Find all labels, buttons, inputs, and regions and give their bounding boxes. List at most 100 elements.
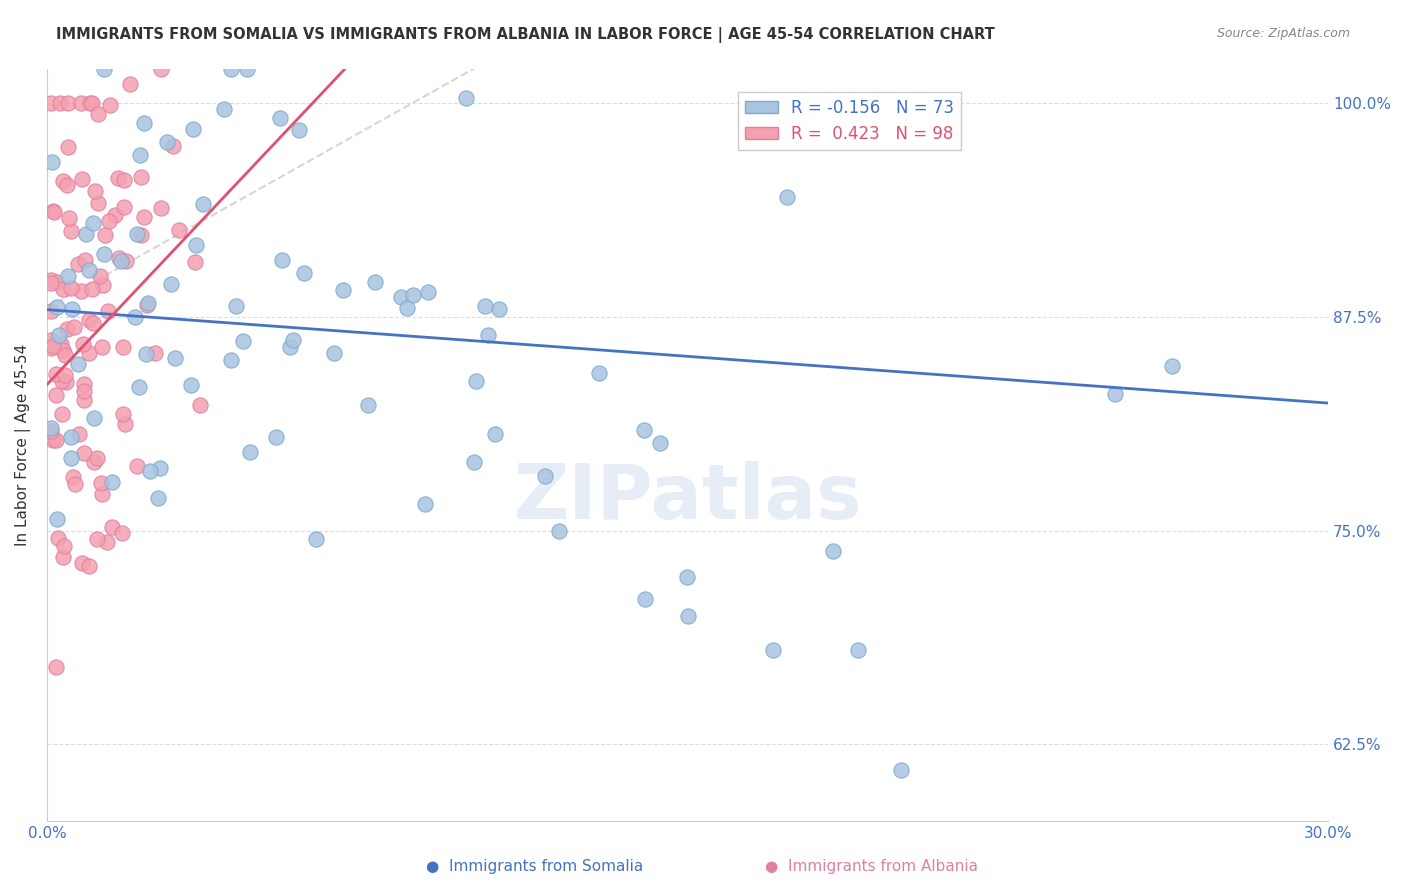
Point [101, 520, 124, 534]
Point [49, 337, 72, 351]
Point [156, 135, 179, 149]
Point [84, 184, 107, 198]
Point [55, 178, 77, 192]
Point [45, 388, 67, 402]
Point [323, 346, 346, 360]
Point [45, 660, 67, 674]
Point [146, 491, 169, 505]
Point [72, 393, 94, 408]
Point [97, 304, 120, 318]
Point [73, 376, 96, 391]
Point [41, 333, 63, 347]
Point [39, 303, 62, 318]
Point [82, 316, 104, 330]
Point [474, 299, 496, 313]
Point [548, 524, 571, 538]
Point [42, 203, 65, 218]
Point [46, 511, 69, 525]
Point [45, 367, 67, 381]
Point [108, 251, 131, 265]
Point [1161, 359, 1184, 373]
Point [132, 116, 155, 130]
Point [357, 398, 380, 412]
Point [120, 77, 142, 91]
Point [169, 223, 191, 237]
Point [89, 268, 111, 283]
Point [53, 348, 76, 362]
Point [129, 148, 152, 162]
Point [776, 190, 799, 204]
Point [87, 196, 110, 211]
Point [129, 227, 152, 242]
Point [149, 62, 172, 76]
Point [83, 411, 105, 425]
Point [42, 433, 65, 447]
Point [80, 282, 103, 296]
Point [77, 559, 100, 574]
Point [60, 224, 83, 238]
Point [39, 95, 62, 110]
Point [39, 273, 62, 287]
Point [46, 300, 69, 314]
Point [58, 95, 80, 110]
Point [67, 257, 90, 271]
Point [264, 430, 287, 444]
Y-axis label: In Labor Force | Age 45-54: In Labor Force | Age 45-54 [15, 343, 31, 546]
Point [181, 121, 204, 136]
Point [465, 374, 488, 388]
Point [70, 556, 93, 570]
Text: ●  Immigrants from Albania: ● Immigrants from Albania [765, 859, 979, 874]
Point [413, 497, 436, 511]
Point [60, 280, 83, 294]
Point [65, 477, 87, 491]
Point [98, 214, 121, 228]
Point [114, 417, 136, 432]
Point [67, 426, 90, 441]
Point [66, 357, 89, 371]
Point [86, 451, 108, 466]
Point [288, 123, 311, 137]
Point [149, 202, 172, 216]
Point [48, 327, 70, 342]
Point [70, 95, 93, 110]
Point [477, 328, 499, 343]
Point [77, 346, 100, 360]
Point [180, 378, 202, 392]
Point [52, 282, 75, 296]
Point [39, 277, 62, 291]
Point [484, 426, 506, 441]
Point [134, 346, 156, 360]
Point [52, 343, 75, 357]
Point [232, 334, 254, 348]
Point [239, 445, 262, 459]
Point [104, 208, 127, 222]
Point [402, 288, 425, 302]
Point [184, 255, 207, 269]
Point [53, 539, 76, 553]
Point [75, 227, 97, 241]
Point [163, 351, 186, 366]
Point [676, 570, 699, 584]
Point [58, 211, 80, 225]
Point [139, 465, 162, 479]
Point [305, 533, 328, 547]
Point [56, 140, 79, 154]
Point [332, 283, 354, 297]
Point [72, 337, 94, 351]
Point [416, 285, 439, 299]
Text: ZIPatlas: ZIPatlas [513, 460, 862, 534]
Point [136, 295, 159, 310]
Point [588, 366, 610, 380]
Point [39, 424, 62, 438]
Point [134, 210, 156, 224]
Point [69, 284, 91, 298]
Point [91, 487, 114, 501]
Point [283, 333, 305, 347]
Point [39, 420, 62, 434]
Point [112, 173, 135, 187]
Point [162, 139, 184, 153]
Point [101, 475, 124, 489]
Point [58, 269, 80, 284]
Text: ●  Immigrants from Somalia: ● Immigrants from Somalia [426, 859, 643, 874]
Point [143, 346, 166, 360]
